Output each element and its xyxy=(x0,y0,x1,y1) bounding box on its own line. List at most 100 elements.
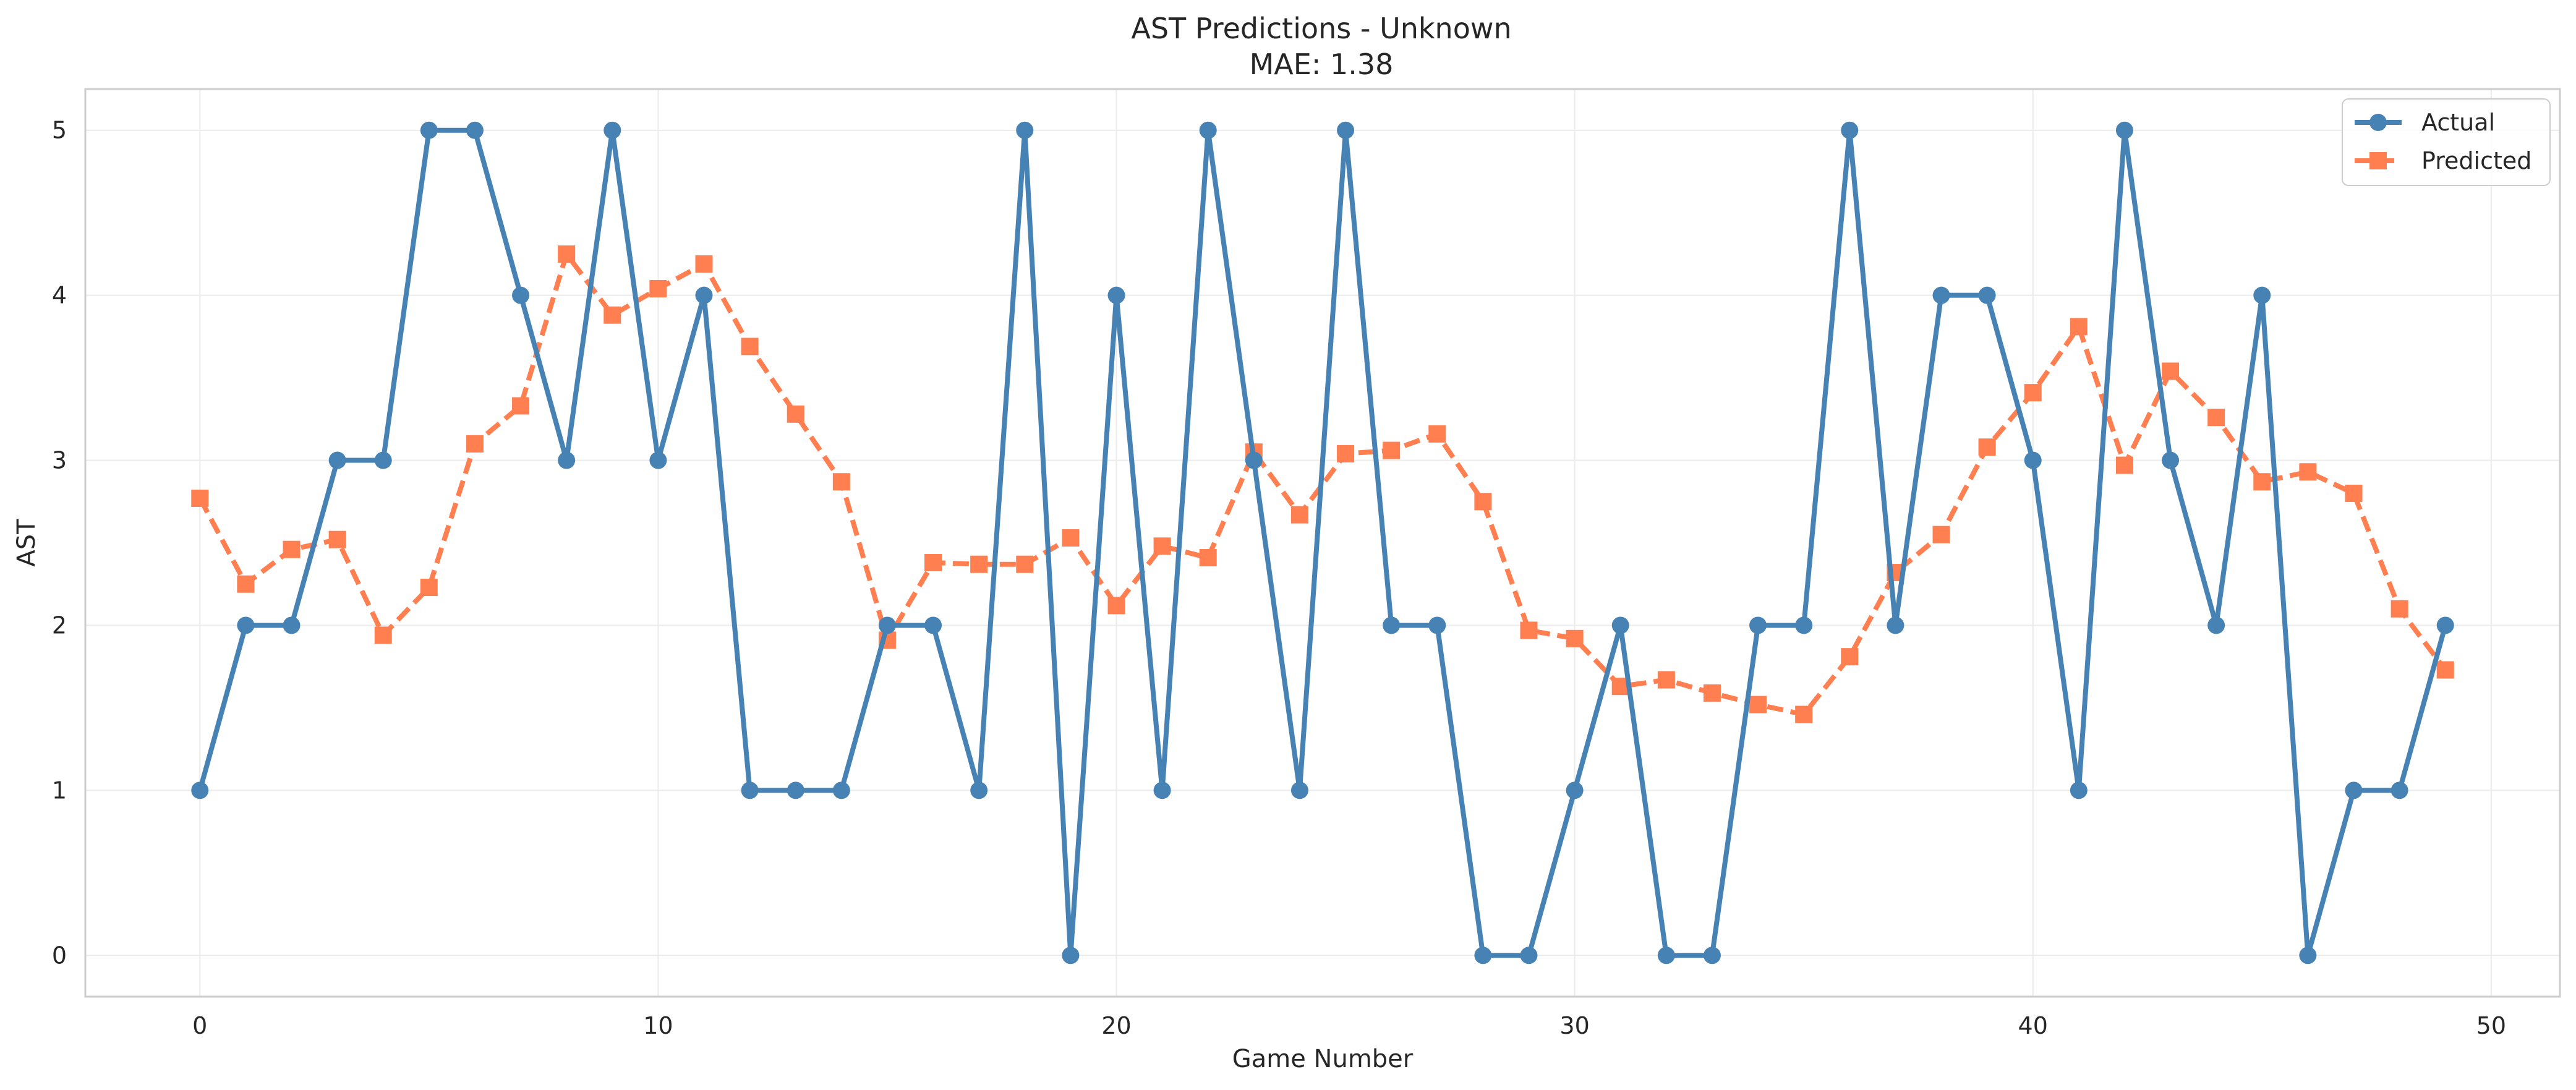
legend-marker xyxy=(2369,152,2387,169)
series-predicted xyxy=(191,245,2454,723)
data-point xyxy=(924,554,942,572)
data-point xyxy=(2162,362,2180,380)
data-point xyxy=(787,781,804,799)
data-point xyxy=(1932,286,1950,304)
data-point xyxy=(741,338,759,356)
data-point xyxy=(2024,451,2042,469)
data-point xyxy=(237,575,255,593)
data-point xyxy=(558,245,576,263)
y-tick-label: 5 xyxy=(52,117,67,144)
data-point xyxy=(970,555,988,573)
data-point xyxy=(374,451,392,469)
data-point xyxy=(328,451,346,469)
data-point xyxy=(1657,671,1675,689)
data-point xyxy=(1795,616,1813,634)
data-point xyxy=(1337,121,1355,139)
data-point xyxy=(2436,616,2454,634)
data-point xyxy=(2115,456,2133,474)
series-line-actual xyxy=(197,127,2448,958)
data-point xyxy=(603,121,621,139)
legend-item-actual: Actual xyxy=(2355,109,2495,136)
data-point xyxy=(237,616,255,634)
data-point xyxy=(1703,684,1721,702)
data-point xyxy=(1290,506,1308,524)
x-tick-label: 10 xyxy=(643,1012,673,1039)
data-point xyxy=(2436,661,2454,679)
legend: Actual Predicted xyxy=(2342,98,2551,186)
series-line-predicted xyxy=(197,251,2447,717)
data-point xyxy=(970,781,988,799)
data-point xyxy=(374,626,392,644)
data-point xyxy=(2299,463,2317,481)
data-point xyxy=(1841,648,1859,666)
data-point xyxy=(2390,600,2408,618)
data-point xyxy=(191,781,209,799)
y-tick-label: 2 xyxy=(52,611,67,639)
data-point xyxy=(1566,629,1584,647)
data-point xyxy=(2207,409,2225,427)
data-point xyxy=(2070,318,2088,336)
grid xyxy=(85,89,2560,997)
data-point xyxy=(2345,781,2363,799)
x-axis-label: Game Number xyxy=(1232,1045,1414,1073)
data-point xyxy=(1932,526,1950,543)
data-point xyxy=(649,279,667,297)
x-tick-label: 40 xyxy=(2018,1012,2048,1039)
tick-labels: 0 10 20 30 40 50 0 1 2 3 4 5 xyxy=(52,117,2506,1039)
data-point xyxy=(1611,616,1629,634)
data-point xyxy=(283,616,301,634)
data-point xyxy=(2299,947,2317,964)
y-tick-label: 4 xyxy=(52,282,67,309)
x-tick-label: 0 xyxy=(192,1012,207,1039)
data-point xyxy=(1795,705,1813,723)
data-point xyxy=(283,540,301,558)
data-point xyxy=(1199,549,1217,567)
data-point xyxy=(466,121,484,139)
data-point xyxy=(1703,947,1721,964)
data-point xyxy=(1016,121,1034,139)
data-point xyxy=(1245,451,1263,469)
data-point xyxy=(512,286,530,304)
chart-title: AST Predictions - Unknown xyxy=(1131,12,1511,45)
data-point xyxy=(1107,286,1125,304)
x-tick-label: 30 xyxy=(1559,1012,1589,1039)
chart-subtitle: MAE: 1.38 xyxy=(1250,48,1394,81)
data-point xyxy=(1520,621,1538,639)
data-point xyxy=(1978,286,1996,304)
legend-label: Actual xyxy=(2421,109,2495,136)
data-point xyxy=(1887,616,1904,634)
data-point xyxy=(1153,537,1171,555)
data-point xyxy=(1749,616,1767,634)
legend-item-predicted: Predicted xyxy=(2355,147,2531,174)
data-point xyxy=(191,489,209,507)
data-point xyxy=(1520,947,1538,964)
x-tick-label: 50 xyxy=(2476,1012,2506,1039)
data-point xyxy=(695,255,713,273)
data-point xyxy=(787,405,804,423)
data-point xyxy=(1474,947,1492,964)
data-point xyxy=(2024,384,2042,402)
data-point xyxy=(558,451,576,469)
series-actual xyxy=(191,121,2454,964)
data-point xyxy=(2070,781,2088,799)
data-point xyxy=(1016,555,1034,573)
data-point xyxy=(466,435,484,453)
data-point xyxy=(924,616,942,634)
data-point xyxy=(420,121,438,139)
data-point xyxy=(2390,781,2408,799)
data-point xyxy=(649,451,667,469)
data-point xyxy=(603,306,621,324)
data-point xyxy=(420,579,438,597)
data-point xyxy=(1383,441,1401,459)
data-point xyxy=(1566,781,1584,799)
data-point xyxy=(1428,616,1446,634)
series-layer xyxy=(191,121,2454,964)
data-point xyxy=(328,530,346,548)
data-point xyxy=(1290,781,1308,799)
data-point xyxy=(1841,121,1859,139)
y-axis-label: AST xyxy=(12,519,41,567)
legend-marker xyxy=(2369,114,2387,131)
data-point xyxy=(1428,425,1446,443)
